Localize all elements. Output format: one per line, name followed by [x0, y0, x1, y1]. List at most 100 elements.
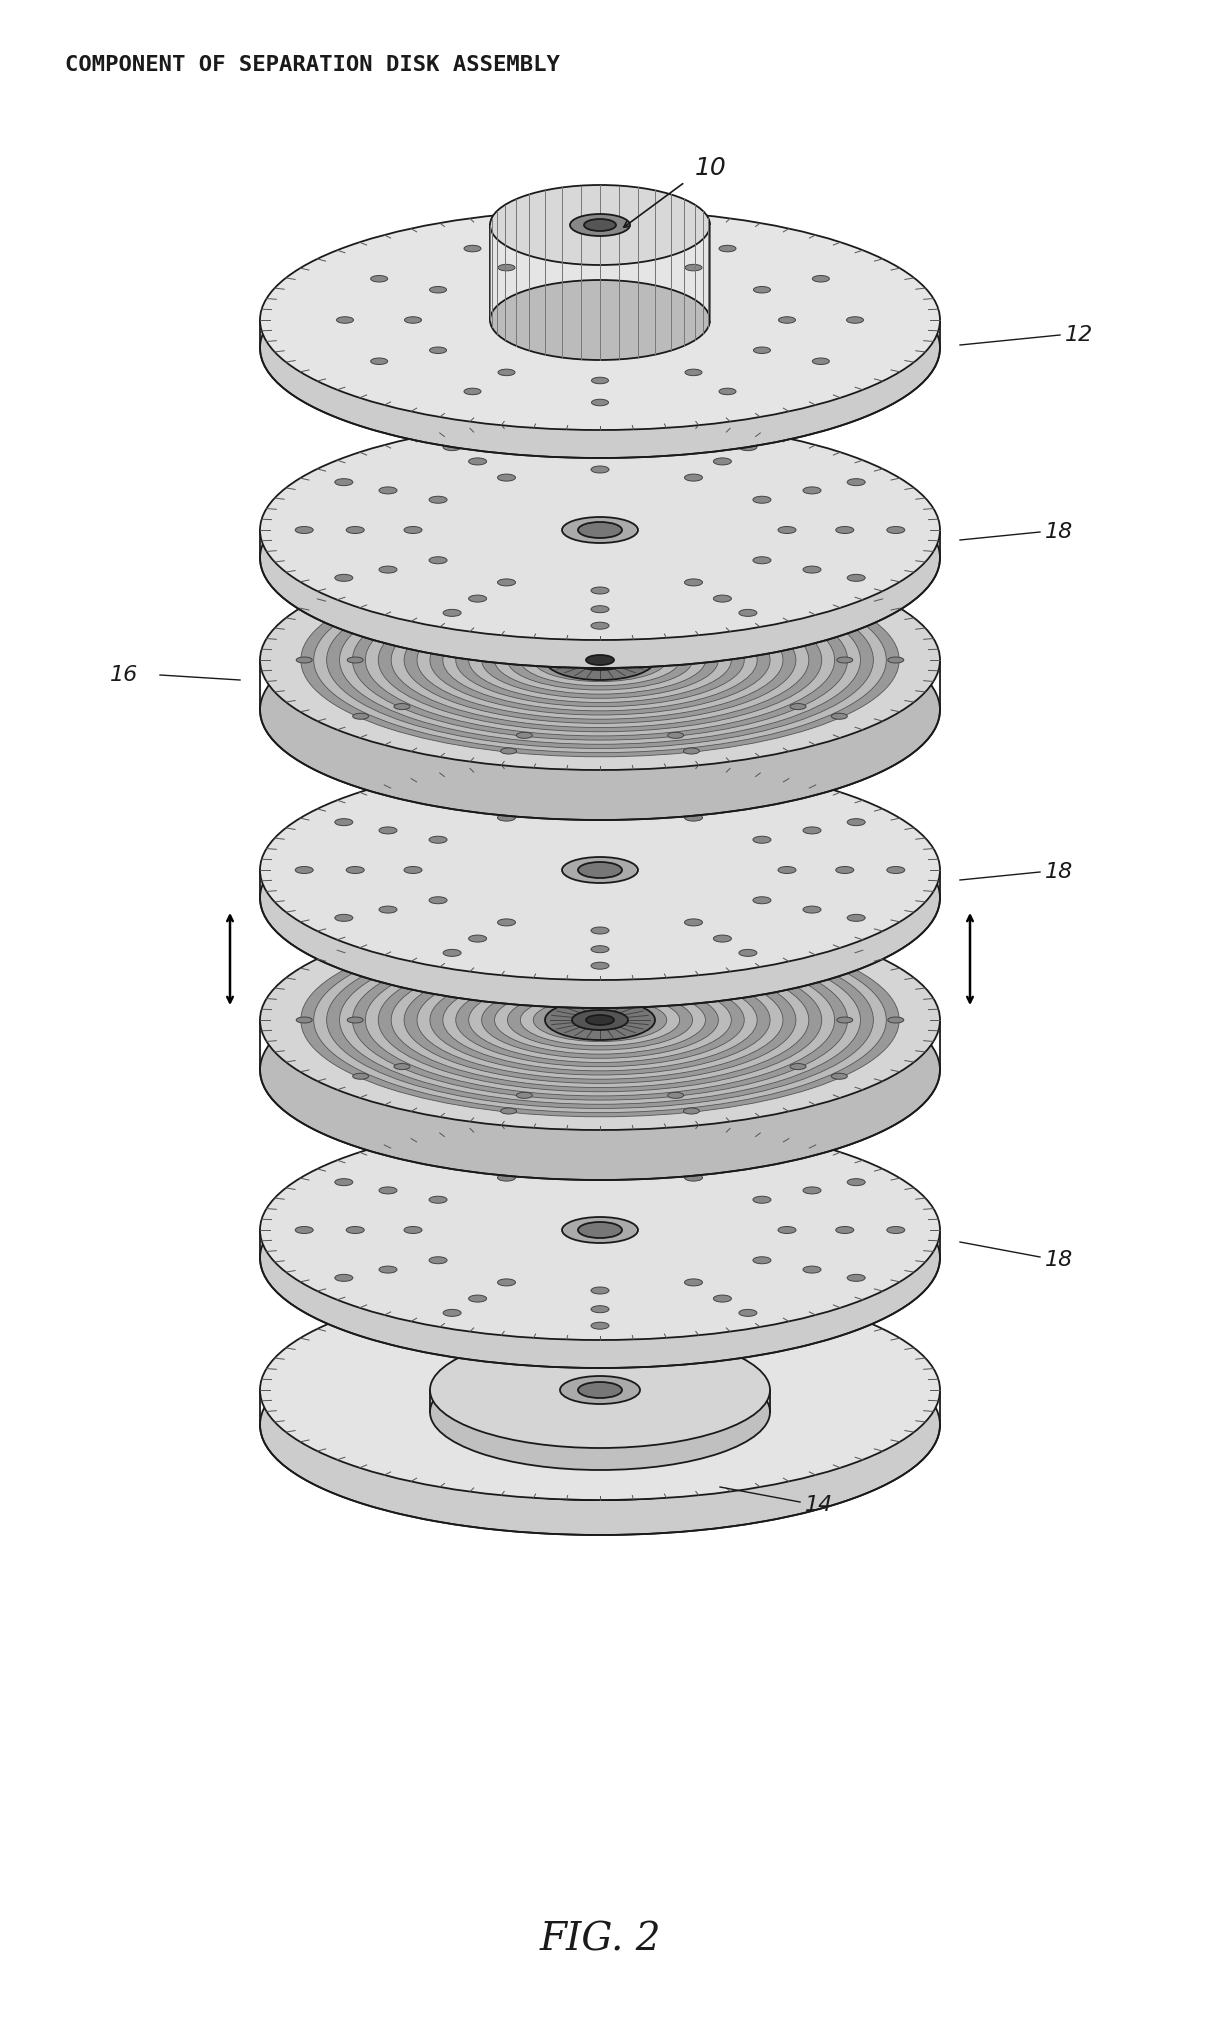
Ellipse shape: [812, 357, 829, 366]
Ellipse shape: [378, 1266, 397, 1272]
Ellipse shape: [591, 431, 609, 437]
Ellipse shape: [572, 651, 627, 670]
Ellipse shape: [392, 952, 809, 1088]
Ellipse shape: [469, 594, 486, 602]
Ellipse shape: [789, 1064, 806, 1070]
Ellipse shape: [335, 915, 353, 921]
Ellipse shape: [469, 935, 486, 941]
Ellipse shape: [591, 400, 608, 406]
Ellipse shape: [667, 582, 683, 588]
Ellipse shape: [469, 1295, 486, 1303]
Ellipse shape: [546, 1003, 654, 1037]
Ellipse shape: [835, 1227, 854, 1233]
Ellipse shape: [429, 896, 447, 905]
Ellipse shape: [481, 982, 718, 1058]
Ellipse shape: [591, 788, 609, 794]
Ellipse shape: [848, 1178, 866, 1186]
Ellipse shape: [260, 1280, 941, 1501]
Ellipse shape: [779, 1227, 796, 1233]
Ellipse shape: [353, 580, 848, 739]
Ellipse shape: [498, 370, 515, 376]
Ellipse shape: [886, 866, 904, 874]
Ellipse shape: [683, 747, 700, 753]
Ellipse shape: [456, 613, 745, 707]
Ellipse shape: [753, 347, 770, 353]
Ellipse shape: [837, 1017, 852, 1023]
Ellipse shape: [335, 478, 353, 486]
Ellipse shape: [803, 1266, 821, 1272]
Ellipse shape: [469, 798, 486, 805]
Ellipse shape: [886, 527, 904, 533]
Ellipse shape: [779, 527, 796, 533]
Ellipse shape: [296, 658, 312, 664]
Ellipse shape: [591, 447, 609, 453]
Ellipse shape: [713, 798, 731, 805]
Ellipse shape: [456, 974, 745, 1066]
Ellipse shape: [260, 447, 941, 668]
Ellipse shape: [848, 819, 866, 825]
Ellipse shape: [392, 592, 809, 727]
Ellipse shape: [591, 623, 609, 629]
Ellipse shape: [591, 606, 609, 613]
Ellipse shape: [779, 317, 796, 323]
Ellipse shape: [803, 566, 821, 574]
Ellipse shape: [260, 1148, 941, 1368]
Ellipse shape: [295, 1227, 313, 1233]
Ellipse shape: [295, 866, 313, 874]
Ellipse shape: [591, 1148, 609, 1154]
Ellipse shape: [533, 999, 666, 1041]
Text: 12: 12: [1065, 325, 1093, 345]
Ellipse shape: [260, 760, 941, 980]
Ellipse shape: [803, 1186, 821, 1195]
Ellipse shape: [569, 214, 630, 237]
Ellipse shape: [516, 941, 532, 947]
Ellipse shape: [545, 1001, 655, 1039]
Ellipse shape: [667, 733, 683, 739]
Text: 18: 18: [1045, 523, 1074, 541]
Ellipse shape: [404, 866, 422, 874]
Ellipse shape: [559, 647, 641, 674]
Ellipse shape: [429, 837, 447, 843]
Ellipse shape: [429, 1197, 447, 1203]
Ellipse shape: [591, 1305, 609, 1313]
Ellipse shape: [498, 263, 515, 272]
Ellipse shape: [753, 896, 771, 905]
Ellipse shape: [803, 907, 821, 913]
Ellipse shape: [533, 639, 666, 682]
Ellipse shape: [753, 1256, 771, 1264]
Ellipse shape: [430, 1354, 770, 1470]
Ellipse shape: [470, 1405, 730, 1446]
Ellipse shape: [404, 1227, 422, 1233]
Ellipse shape: [508, 990, 693, 1050]
Ellipse shape: [848, 574, 866, 582]
Ellipse shape: [494, 986, 706, 1054]
Ellipse shape: [378, 566, 397, 574]
Ellipse shape: [346, 1227, 364, 1233]
Ellipse shape: [296, 1017, 312, 1023]
Ellipse shape: [803, 486, 821, 494]
Ellipse shape: [365, 584, 834, 735]
Ellipse shape: [713, 594, 731, 602]
Ellipse shape: [832, 600, 848, 606]
Ellipse shape: [295, 527, 313, 533]
Ellipse shape: [490, 186, 710, 265]
Ellipse shape: [591, 586, 609, 594]
Ellipse shape: [353, 1074, 369, 1080]
Ellipse shape: [378, 907, 397, 913]
Ellipse shape: [516, 733, 532, 739]
Ellipse shape: [417, 962, 783, 1078]
Ellipse shape: [739, 1309, 757, 1317]
Ellipse shape: [578, 1382, 621, 1399]
Ellipse shape: [591, 962, 609, 970]
Ellipse shape: [572, 649, 627, 670]
Ellipse shape: [686, 370, 702, 376]
Ellipse shape: [490, 280, 710, 359]
Ellipse shape: [335, 1178, 353, 1186]
Ellipse shape: [832, 1074, 848, 1080]
Ellipse shape: [753, 557, 771, 564]
Ellipse shape: [713, 935, 731, 941]
Ellipse shape: [501, 566, 516, 572]
Ellipse shape: [684, 919, 702, 925]
Ellipse shape: [442, 609, 757, 711]
Ellipse shape: [789, 704, 806, 709]
